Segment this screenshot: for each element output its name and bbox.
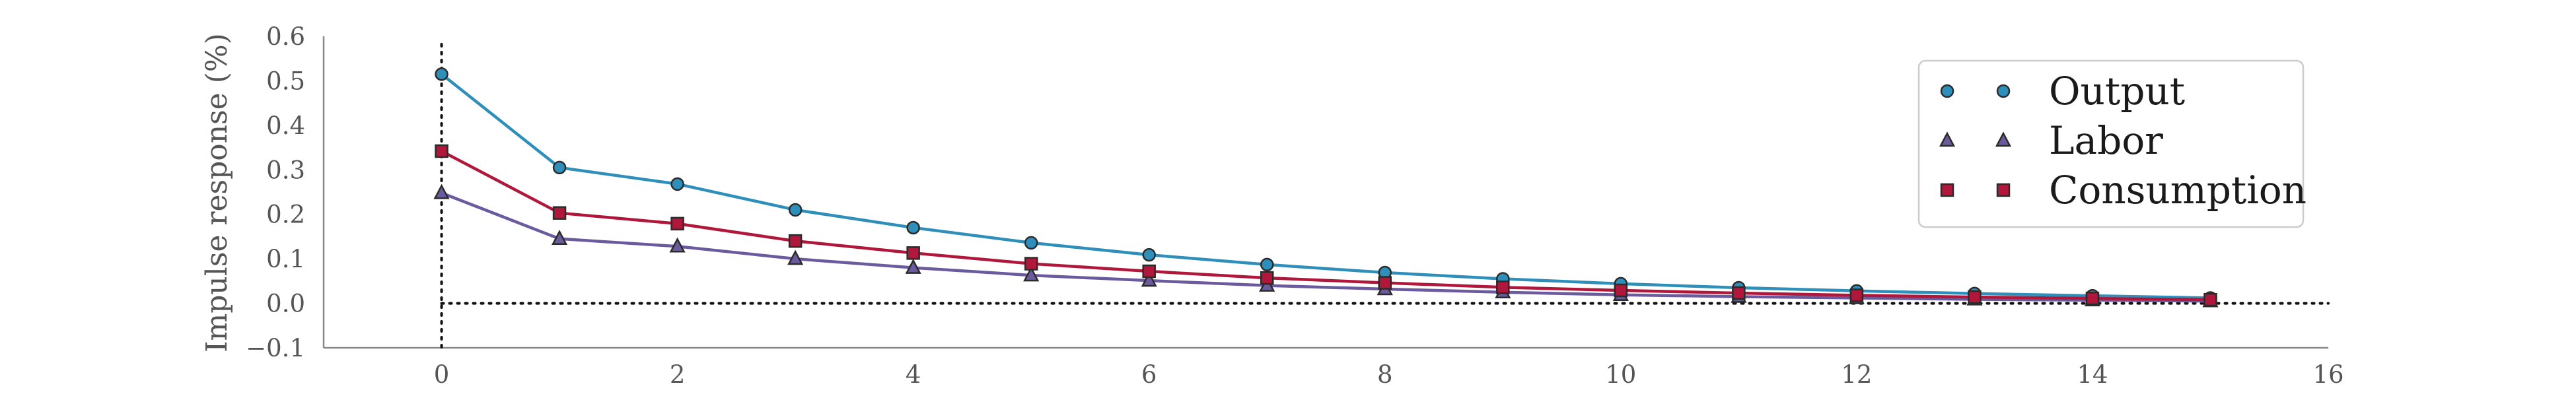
consumption-point [1496, 280, 1510, 294]
legend-marker-output [1940, 84, 1954, 98]
x-tick-label: 6 [1141, 360, 1157, 389]
labor-point [905, 258, 921, 274]
legend-marker-labor [1939, 131, 1956, 147]
y-tick-label: 0.4 [266, 112, 305, 140]
labor-point [787, 249, 804, 265]
x-tick-label: 12 [1841, 360, 1872, 389]
consumption-point [1142, 264, 1156, 279]
legend-label-output: Output [2049, 69, 2185, 114]
consumption-point [906, 246, 920, 260]
axes [322, 36, 2328, 349]
output-point [906, 220, 920, 235]
consumption-point [435, 144, 448, 158]
consumption-point [1968, 290, 1982, 304]
consumption-point [1024, 257, 1038, 271]
consumption-line [441, 149, 2211, 302]
y-tick-label: 0.2 [266, 201, 305, 229]
y-tick-label: 0.3 [266, 156, 305, 184]
consumption-series [435, 144, 2217, 307]
x-tick-labels: 0 2 4 6 8 10 12 14 16 [434, 360, 2344, 389]
x-tick-label: 10 [1605, 360, 1636, 389]
output-point [788, 203, 803, 217]
output-point [1142, 248, 1156, 262]
series-layer [433, 67, 2219, 308]
legend-box [1917, 59, 2305, 228]
consumption-point [1260, 271, 1274, 285]
output-point [1260, 257, 1274, 272]
legend-marker-output [1996, 84, 2011, 98]
consumption-point [1732, 286, 1746, 300]
x-tick-label: 2 [670, 360, 686, 389]
legend-marker-consumption [1940, 183, 1954, 197]
x-tick-label: 16 [2312, 360, 2343, 389]
x-tick-label: 4 [906, 360, 921, 389]
consumption-point [552, 206, 567, 220]
x-tick-label: 0 [434, 360, 450, 389]
consumption-point [1614, 283, 1628, 298]
output-point [1024, 236, 1038, 250]
consumption-point [1849, 288, 1864, 302]
y-tick-labels: −0.1 0.0 0.1 0.2 0.3 0.4 0.5 0.6 [246, 22, 305, 362]
y-tick-label: −0.1 [246, 334, 305, 362]
consumption-point [1378, 276, 1392, 290]
labor-point [1141, 271, 1157, 287]
output-point [435, 67, 448, 81]
output-line [441, 73, 2211, 300]
legend-marker-consumption [1996, 183, 2011, 197]
y-tick-label: 0.6 [266, 22, 305, 51]
y-tick-label: 0.5 [266, 67, 305, 95]
y-axis-label: Impulse response (%) [200, 33, 234, 352]
x-tick-label: 8 [1377, 360, 1393, 389]
legend-entry-consumption: Consumption [1940, 168, 2307, 213]
output-point [552, 160, 567, 175]
consumption-point [788, 234, 803, 248]
labor-point [669, 237, 686, 253]
consumption-point [670, 216, 684, 231]
y-tick-label: 0.0 [266, 290, 305, 318]
labor-line [441, 191, 2211, 303]
output-point [670, 177, 684, 191]
x-tick-label: 14 [2077, 360, 2108, 389]
legend-entry-output: Output [1940, 69, 2185, 114]
legend-label-labor: Labor [2049, 118, 2163, 163]
labor-point [551, 230, 568, 246]
labor-point [1023, 266, 1040, 282]
legend-label-consumption: Consumption [2049, 168, 2307, 213]
y-tick-label: 0.1 [266, 245, 305, 273]
legend-marker-labor [1995, 131, 2012, 147]
consumption-point [2203, 292, 2217, 307]
legend-entry-labor: Labor [1939, 118, 2163, 163]
consumption-point [2085, 291, 2100, 306]
labor-point [433, 183, 450, 199]
